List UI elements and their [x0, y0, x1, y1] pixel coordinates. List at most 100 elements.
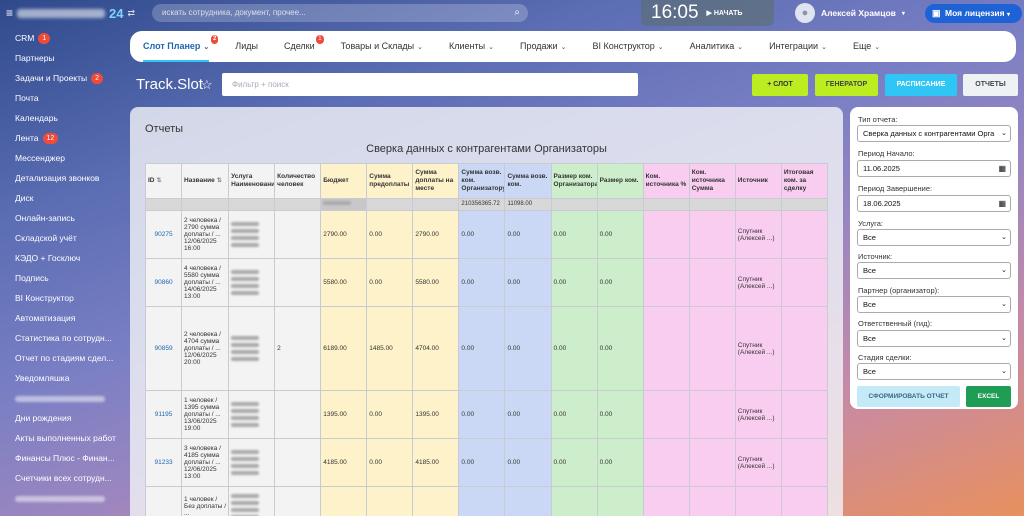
- nav-tab[interactable]: Слот Планер ⌄ 2: [143, 31, 219, 62]
- sidebar-item[interactable]: Счетчики всех сотрудн...: [0, 468, 128, 488]
- chevron-down-icon: ⌄: [1001, 368, 1007, 375]
- column-header[interactable]: Название ⇅: [181, 163, 230, 199]
- table-cell[interactable]: 91233: [144, 438, 183, 487]
- add-slot-button[interactable]: + СЛОТ: [752, 74, 808, 96]
- nav-tab[interactable]: Товары и Склады ⌄: [341, 31, 423, 62]
- nav-tab[interactable]: Интеграции ⌄: [769, 31, 827, 62]
- nav-tab[interactable]: Клиенты ⌄: [449, 31, 494, 62]
- table-row[interactable]: 90860 4 человека / 5580 сумма доплаты / .…: [144, 258, 829, 307]
- sidebar-item-label: Онлайн-запись: [15, 213, 75, 223]
- nav-tab[interactable]: Сделки 1: [284, 31, 324, 62]
- table-cell[interactable]: [144, 486, 183, 516]
- portal-logo[interactable]: ≡ 24 ⇄: [6, 6, 136, 21]
- column-header[interactable]: Размер ком.: [596, 163, 644, 199]
- excel-export-button[interactable]: EXCEL: [966, 386, 1011, 407]
- sidebar-item[interactable]: Акты выполненных работ: [0, 428, 128, 448]
- avatar[interactable]: ●: [795, 3, 815, 23]
- table-cell: 0.00: [550, 438, 598, 487]
- worktime-widget[interactable]: 16:05 ▶ НАЧАТЬ: [641, 0, 774, 26]
- sidebar-item[interactable]: Почта: [0, 88, 128, 108]
- table-row[interactable]: 90859 2 человека / 4704 сумма доплаты / .…: [144, 306, 829, 391]
- sidebar-item[interactable]: Задачи и Проекты 2: [0, 68, 128, 88]
- sidebar-item[interactable]: Диск: [0, 188, 128, 208]
- filter-search-input[interactable]: Фильтр + поиск: [222, 73, 638, 96]
- search-icon[interactable]: ⌕: [514, 7, 520, 18]
- schedule-button[interactable]: РАСПИСАНИЕ: [885, 74, 957, 96]
- column-header[interactable]: Ком. источника %: [642, 163, 690, 199]
- sort-icon[interactable]: ⇅: [156, 178, 162, 184]
- license-button[interactable]: ▣ Моя лицензия ▾: [925, 4, 1022, 23]
- nav-tab[interactable]: BI Конструктор ⌄: [592, 31, 663, 62]
- nav-tab[interactable]: Еще ⌄: [853, 31, 880, 62]
- star-icon[interactable]: ☆: [201, 77, 213, 92]
- service-select[interactable]: Все ⌄: [857, 229, 1011, 246]
- column-header[interactable]: Итоговая ком. за сделку: [780, 163, 829, 199]
- table-row[interactable]: 91195 1 человек / 1395 сумма доплаты / ..…: [144, 390, 829, 439]
- table-row[interactable]: 91233 3 человека / 4185 сумма доплаты / .…: [144, 438, 829, 487]
- sidebar-item-label: CRM: [15, 33, 35, 43]
- sidebar-item[interactable]: Финансы Плюс - Финан...: [0, 448, 128, 468]
- reports-button[interactable]: ОТЧЕТЫ: [963, 74, 1018, 96]
- sidebar-item[interactable]: Складской учёт: [0, 228, 128, 248]
- sidebar-item[interactable]: [0, 388, 128, 408]
- user-menu[interactable]: ● Алексей Храмцов ▾: [795, 3, 905, 23]
- user-name: Алексей Храмцов: [821, 8, 896, 18]
- generate-report-button[interactable]: СФОРМИРОВАТЬ ОТЧЕТ: [857, 386, 960, 407]
- nav-tab[interactable]: Аналитика ⌄: [690, 31, 743, 62]
- table-cell[interactable]: 90275: [144, 210, 183, 259]
- responsible-select[interactable]: Все ⌄: [857, 330, 1011, 347]
- sidebar-item[interactable]: CRM 1: [0, 28, 128, 48]
- sidebar-item[interactable]: Мессенджер: [0, 148, 128, 168]
- start-workday-button[interactable]: ▶ НАЧАТЬ: [706, 10, 743, 17]
- sidebar-item[interactable]: КЭДО + Госключ: [0, 248, 128, 268]
- nav-tab[interactable]: Продажи ⌄: [520, 31, 566, 62]
- sidebar-item[interactable]: Статистика по сотрудн...: [0, 328, 128, 348]
- column-header[interactable]: Ком. источника Сумма: [688, 163, 736, 199]
- sidebar-item[interactable]: Уведомляшка: [0, 368, 128, 388]
- generator-button[interactable]: ГЕНЕРАТОР: [815, 74, 878, 96]
- sidebar-item[interactable]: Онлайн-запись: [0, 208, 128, 228]
- column-header[interactable]: Бюджет: [320, 163, 368, 199]
- sidebar-item[interactable]: Автоматизация: [0, 308, 128, 328]
- sidebar-item[interactable]: Лента 12: [0, 128, 128, 148]
- table-row[interactable]: 1 человек / Без доплаты / ...: [144, 486, 829, 516]
- column-header[interactable]: Количество человек: [274, 163, 322, 199]
- column-header[interactable]: Источник: [734, 163, 782, 199]
- column-header[interactable]: Сумма возв. ком. Организатору: [458, 163, 506, 199]
- sidebar-item[interactable]: Отчет по стадиям сдел...: [0, 348, 128, 368]
- chevron-down-icon: ⌄: [1001, 234, 1007, 241]
- sidebar-item[interactable]: Календарь: [0, 108, 128, 128]
- period-end-date-input[interactable]: 18.06.2025 ▦: [857, 195, 1011, 212]
- sidebar-item[interactable]: Дни рождения: [0, 408, 128, 428]
- table-cell[interactable]: 90860: [144, 258, 183, 307]
- summary-cell: [734, 198, 782, 211]
- period-start-date-input[interactable]: 11.06.2025 ▦: [857, 160, 1011, 177]
- nav-tab[interactable]: Лиды: [235, 31, 258, 62]
- column-header[interactable]: Размер ком. Организатора: [550, 163, 598, 199]
- stage-select[interactable]: Все ⌄: [857, 363, 1011, 380]
- chevron-down-icon: ⌄: [1001, 301, 1007, 308]
- global-search-input[interactable]: искать сотрудника, документ, прочее... ⌕: [152, 4, 528, 22]
- source-select[interactable]: Все ⌄: [857, 262, 1011, 279]
- sidebar-item[interactable]: BI Конструктор: [0, 288, 128, 308]
- sidebar-item[interactable]: Партнеры: [0, 48, 128, 68]
- column-header[interactable]: ID ⇅: [144, 163, 183, 199]
- sort-icon[interactable]: ⇅: [216, 178, 222, 184]
- summary-cell: [274, 198, 322, 211]
- switch-icon[interactable]: ⇄: [127, 7, 136, 18]
- report-type-select[interactable]: Сверка данных с контрагентами Орга ⌄: [857, 125, 1011, 142]
- hamburger-icon[interactable]: ≡: [6, 6, 14, 20]
- column-header[interactable]: Сумма доплаты на месте: [412, 163, 460, 199]
- sidebar-item[interactable]: Детализация звонков: [0, 168, 128, 188]
- column-header[interactable]: Сумма предоплаты: [366, 163, 414, 199]
- column-header[interactable]: Услуга Наименование⇅: [228, 163, 276, 199]
- table-cell[interactable]: 90859: [144, 306, 183, 391]
- blurred-value: [231, 291, 260, 295]
- table-cell: Спутник (Алексей ...): [734, 438, 782, 487]
- table-row[interactable]: 90275 2 человека / 2790 сумма доплаты / .…: [144, 210, 829, 259]
- table-cell[interactable]: 91195: [144, 390, 183, 439]
- sidebar-item[interactable]: [0, 488, 128, 508]
- partner-select[interactable]: Все ⌄: [857, 296, 1011, 313]
- sidebar-item[interactable]: Подпись: [0, 268, 128, 288]
- column-header[interactable]: Сумма возв. ком.: [504, 163, 552, 199]
